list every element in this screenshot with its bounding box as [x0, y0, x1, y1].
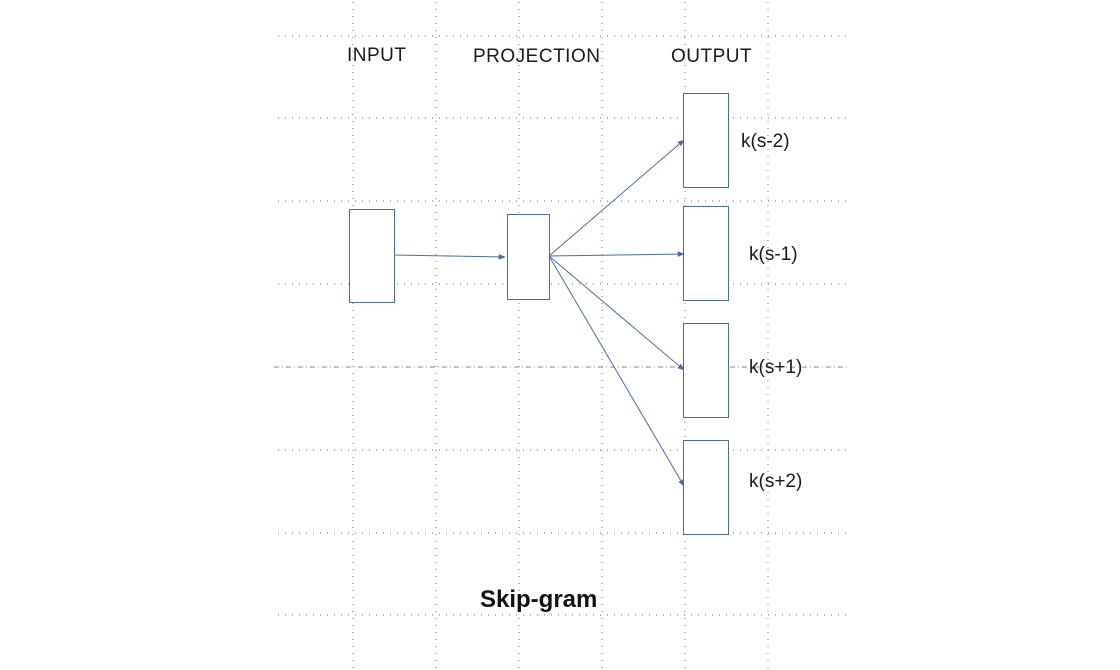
input-layer-box	[349, 209, 395, 303]
output-box-4	[683, 440, 729, 535]
output-label-3: k(s+1)	[749, 357, 802, 378]
edges	[393, 139, 685, 487]
edge-projection-to-output-4	[548, 255, 685, 487]
projection-layer-box	[507, 214, 550, 300]
background-grid	[274, 2, 848, 670]
projection-column-label: PROJECTION	[473, 46, 600, 67]
input-column-label: INPUT	[347, 45, 407, 66]
edge-input-to-projection	[393, 254, 506, 260]
diagram-caption: Skip-gram	[480, 586, 597, 613]
output-label-1: k(s-2)	[741, 131, 790, 152]
edge-projection-to-output-3	[548, 255, 685, 371]
edge-projection-to-output-1	[548, 139, 685, 257]
output-box-1	[683, 93, 729, 188]
output-label-4: k(s+2)	[749, 471, 802, 492]
output-box-3	[683, 323, 729, 418]
output-box-2	[683, 206, 729, 301]
output-label-2: k(s-1)	[749, 244, 798, 265]
output-column-label: OUTPUT	[671, 46, 752, 67]
edge-projection-to-output-2	[548, 251, 685, 257]
